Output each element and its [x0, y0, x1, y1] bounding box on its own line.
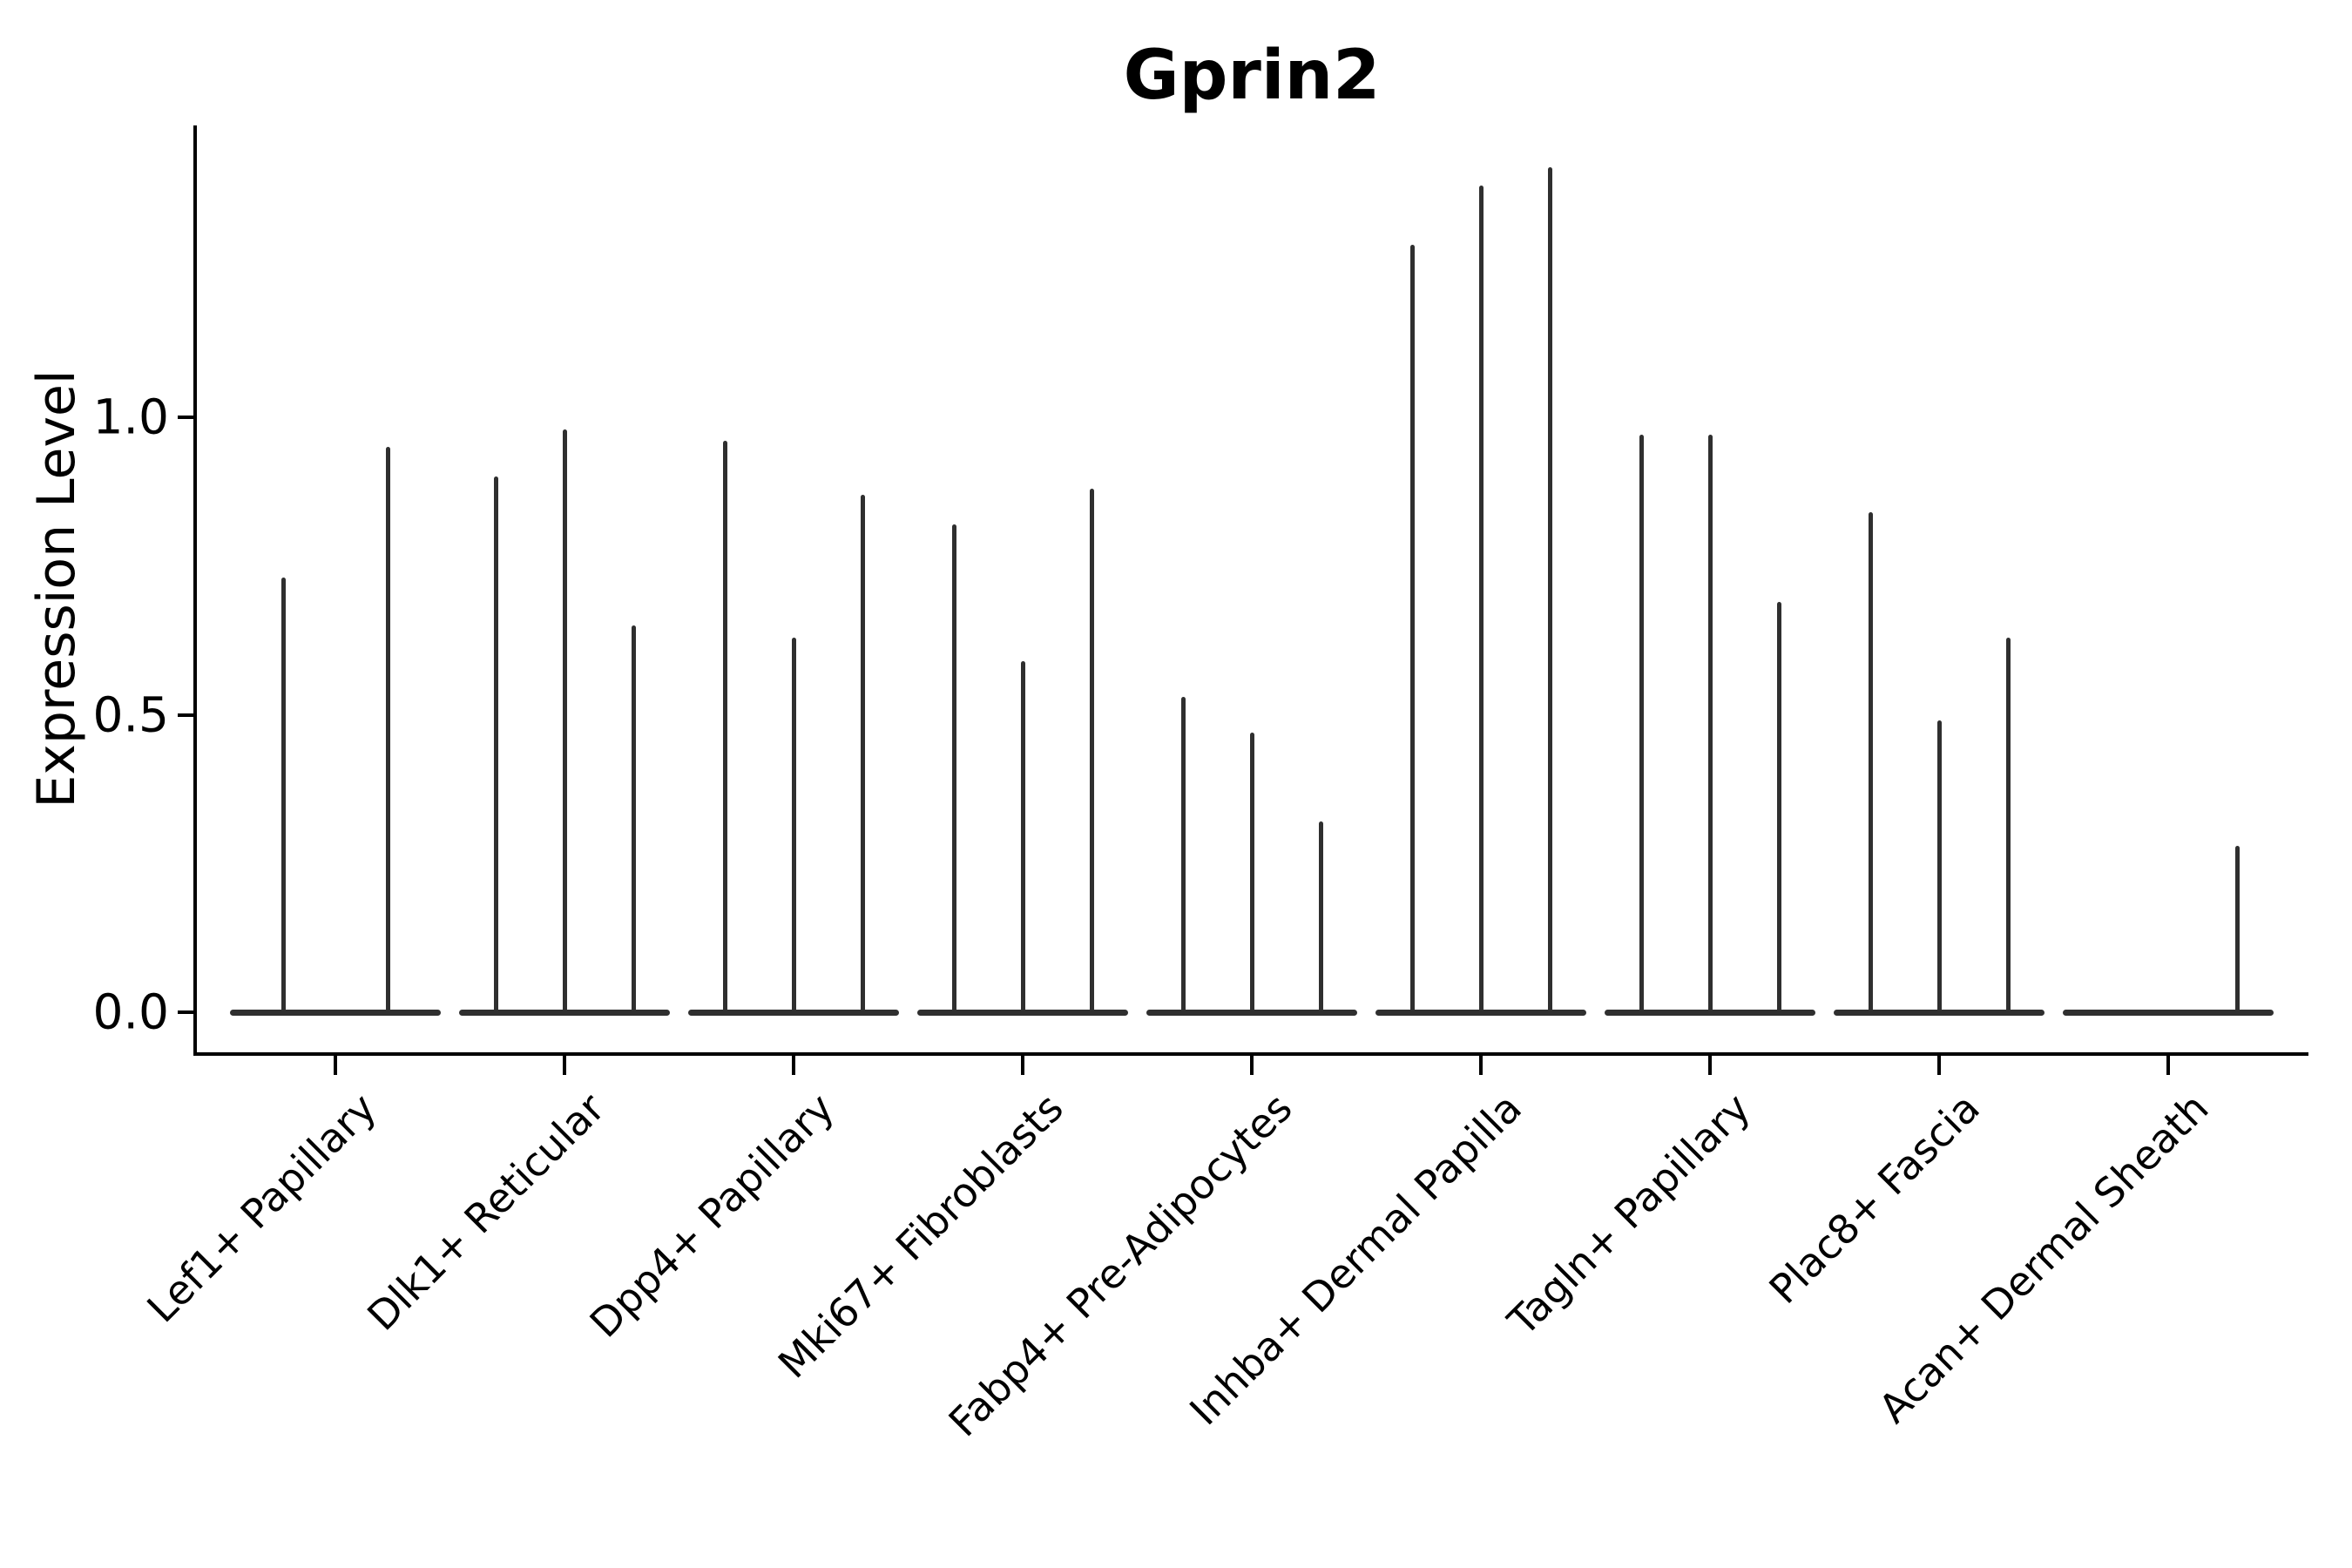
violin-spike [632, 625, 636, 1012]
x-tick-label: Lef1+ Papillary [137, 1084, 385, 1332]
x-tick [1479, 1052, 1483, 1075]
violin-baseline [917, 1010, 1128, 1016]
violin-spike [2235, 846, 2240, 1012]
x-tick [1937, 1052, 1941, 1075]
violin-spike [281, 578, 286, 1012]
violin-spike [723, 441, 727, 1012]
violin-baseline [1605, 1010, 1815, 1016]
violin-spike [792, 638, 796, 1012]
y-tick-label: 1.0 [92, 389, 169, 445]
x-tick [334, 1052, 337, 1075]
violin-spike [1181, 697, 1186, 1012]
violin-spike [1479, 186, 1484, 1012]
y-tick [178, 1010, 197, 1014]
y-tick [178, 416, 197, 419]
violin-spike [1639, 435, 1644, 1012]
x-tick [1021, 1052, 1024, 1075]
violin-spike [1090, 489, 1094, 1012]
y-axis-spine [193, 125, 197, 1056]
violin-spike [2006, 638, 2011, 1012]
y-tick-label: 0.5 [92, 686, 169, 743]
violin-baseline [1146, 1010, 1357, 1016]
violin-spike [952, 524, 956, 1012]
violin-baseline [1375, 1010, 1586, 1016]
x-tick [2166, 1052, 2170, 1075]
violin-baseline [230, 1010, 441, 1016]
violin-spike [861, 495, 865, 1012]
violin-spike [1021, 661, 1025, 1012]
violin-spike [1410, 245, 1415, 1012]
violin-spike [563, 429, 567, 1012]
violin-spike [1869, 512, 1873, 1012]
x-tick [563, 1052, 566, 1075]
violin-spike [1548, 167, 1552, 1012]
x-tick-label: Dlk1+ Reticular [358, 1084, 614, 1340]
y-tick [178, 713, 197, 717]
x-axis-spine [193, 1052, 2308, 1056]
violin-spike [386, 447, 390, 1012]
violin-spike [1777, 602, 1781, 1012]
x-tick [1250, 1052, 1254, 1075]
violin-baseline [1834, 1010, 2044, 1016]
plot-title: Gprin2 [1123, 37, 1381, 115]
y-tick-label: 0.0 [92, 983, 169, 1040]
x-tick-label: Dpp4+ Papillary [580, 1084, 843, 1347]
violin-spike [1708, 435, 1713, 1012]
x-tick [1708, 1052, 1712, 1075]
violin-spike [1319, 821, 1323, 1012]
violin-spike [494, 476, 498, 1012]
x-tick [792, 1052, 795, 1075]
violin-spike [1250, 733, 1254, 1012]
violin-spike [1937, 720, 1942, 1012]
violin-baseline [459, 1010, 670, 1016]
violin-baseline [2063, 1010, 2274, 1016]
x-tick-label: Tagln+ Papillary [1498, 1084, 1760, 1345]
violin-baseline [688, 1010, 899, 1016]
x-tick-label: Plac8+ Fascia [1760, 1084, 1989, 1313]
